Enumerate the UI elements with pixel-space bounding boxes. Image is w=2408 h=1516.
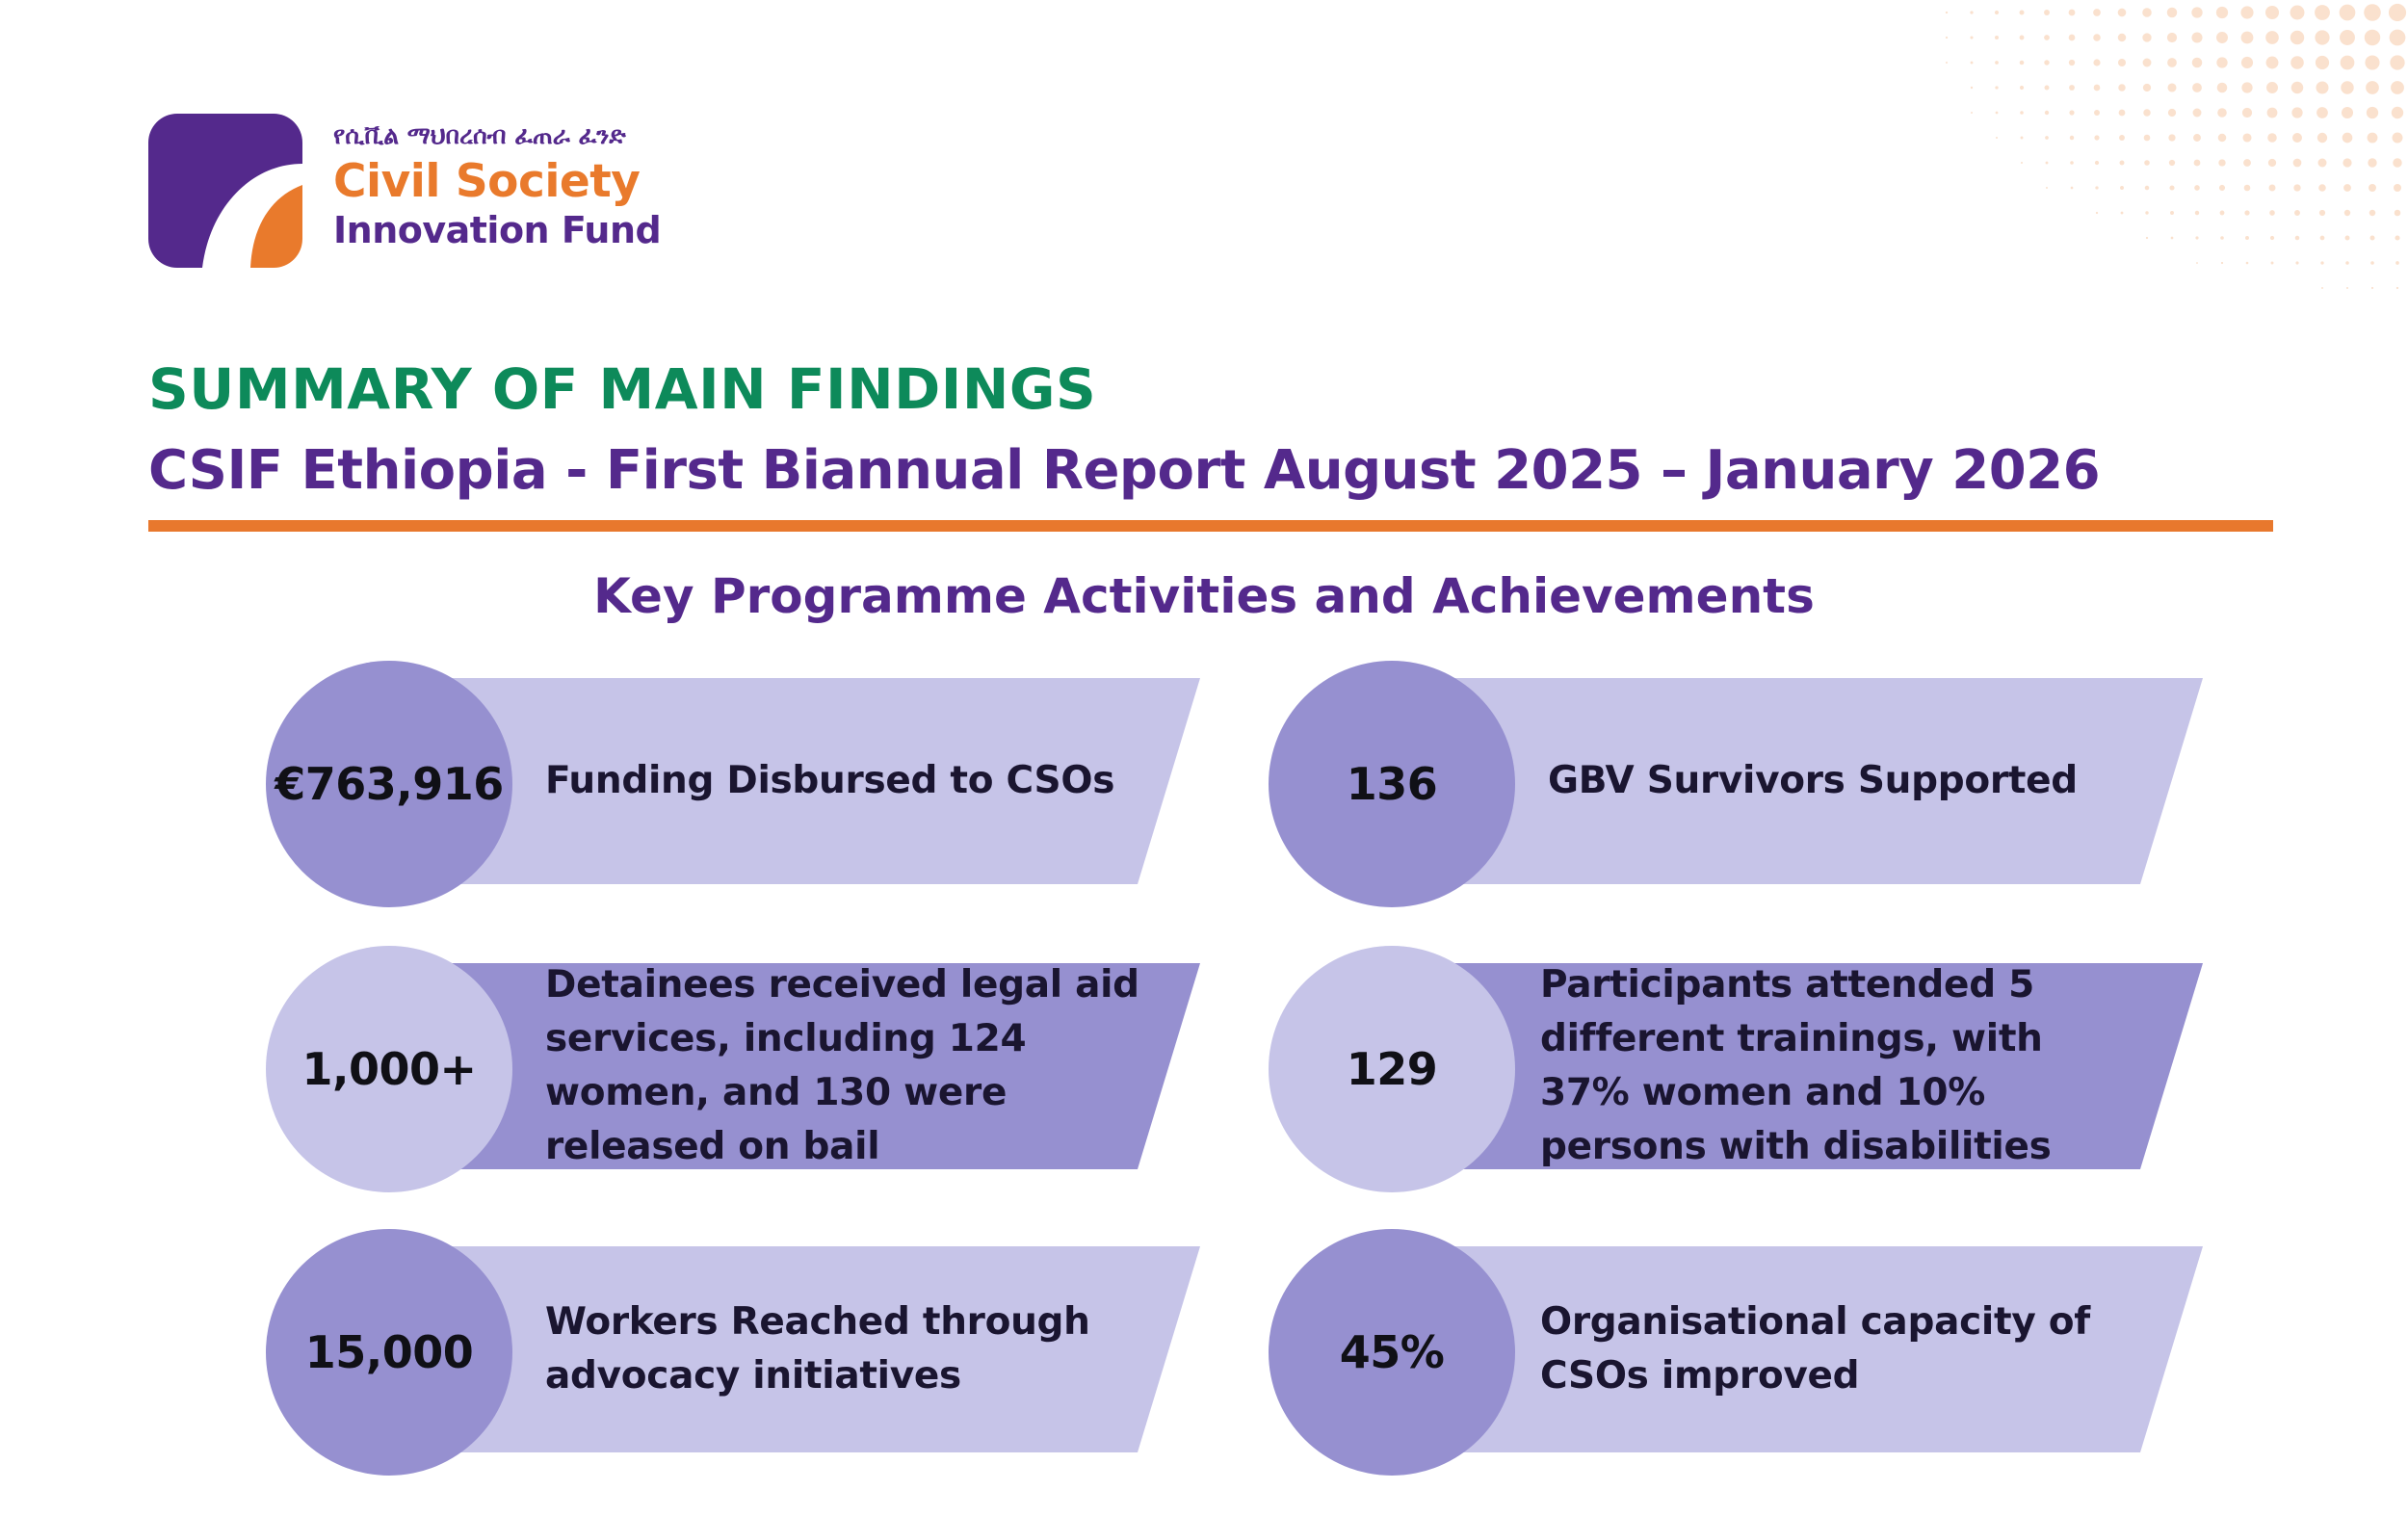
section-title: Key Programme Activities and Achievement… [593, 568, 1815, 624]
metric-circle: 15,000 [266, 1229, 512, 1476]
card-band [1432, 963, 2203, 1169]
metric-description-text: GBV Survivors Supported [1548, 759, 2078, 802]
logo-mark-icon [148, 114, 302, 268]
metric-description-text: Detainees received legal aid services, i… [545, 963, 1139, 1168]
metric-description: Workers Reached through advocacy initiat… [545, 1246, 1142, 1452]
header-divider [148, 520, 2273, 532]
metric-value: 136 [1346, 758, 1438, 810]
metric-description-text: Funding Disbursed to CSOs [545, 759, 1115, 802]
metric-description-text: Organisational capacity of CSOs improved [1540, 1300, 2090, 1398]
achievement-card-capacity: 45% Organisational capacity of CSOs impr… [1269, 1229, 2232, 1479]
metric-circle: 45% [1269, 1229, 1515, 1476]
logo-name-line1: Civil Society [333, 155, 641, 208]
metric-circle: €763,916 [266, 661, 512, 907]
achievement-card-legal-aid: 1,000+ Detainees received legal aid serv… [266, 946, 1229, 1196]
metric-value: 129 [1346, 1043, 1438, 1095]
achievement-card-workers: 15,000 Workers Reached through advocacy … [266, 1229, 1229, 1479]
logo-wordmark: የሲቪል ማህበረሰብ ፈጠራ ፈንድ Civil Society Innova… [333, 121, 662, 252]
decorative-dot-pattern [1945, 3, 2407, 290]
page-subtitle: CSIF Ethiopia - First Biannual Report Au… [148, 439, 2101, 502]
metric-description: GBV Survivors Supported [1548, 678, 2145, 884]
metric-value: 45% [1339, 1326, 1445, 1378]
metric-description: Funding Disbursed to CSOs [545, 678, 1142, 884]
achievement-card-trainings: 129 Participants attended 5 different tr… [1269, 946, 2232, 1196]
metric-value: 15,000 [304, 1326, 474, 1378]
metric-description: Participants attended 5 different traini… [1540, 963, 2137, 1169]
achievement-card-gbv: 136 GBV Survivors Supported [1269, 661, 2232, 911]
card-band [1432, 1246, 2203, 1452]
metric-description-text: Workers Reached through advocacy initiat… [545, 1300, 1090, 1398]
page-title: SUMMARY OF MAIN FINDINGS [148, 356, 1097, 422]
metric-circle: 136 [1269, 661, 1515, 907]
card-band [430, 963, 1200, 1169]
metric-description-text: Participants attended 5 different traini… [1540, 963, 2052, 1168]
card-band [430, 678, 1200, 884]
metric-circle: 1,000+ [266, 946, 512, 1192]
metric-description: Detainees received legal aid services, i… [545, 963, 1142, 1169]
card-band [430, 1246, 1200, 1452]
achievement-card-funding: €763,916 Funding Disbursed to CSOs [266, 661, 1229, 911]
card-band [1432, 678, 2203, 884]
metric-value: €763,916 [275, 758, 504, 810]
metric-value: 1,000+ [301, 1043, 477, 1095]
logo-name-line2: Innovation Fund [333, 209, 662, 251]
logo-amharic-name: የሲቪል ማህበረሰብ ፈጠራ ፈንድ [333, 121, 626, 149]
csif-logo: የሲቪል ማህበረሰብ ፈጠራ ፈንድ Civil Society Innova… [148, 114, 688, 277]
metric-description: Organisational capacity of CSOs improved [1540, 1246, 2137, 1452]
metric-circle: 129 [1269, 946, 1515, 1192]
